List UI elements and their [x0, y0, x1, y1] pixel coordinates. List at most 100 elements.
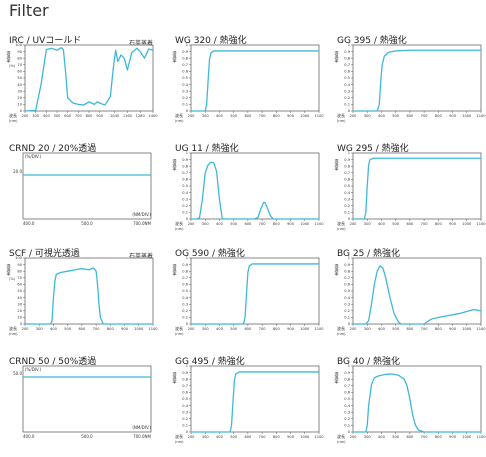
x-tick-label: 700.0NM [133, 434, 151, 439]
x-axis-label: (NM/DIV.) [132, 425, 151, 430]
x-tick-label: 500 [392, 114, 400, 118]
chart-panel-og590: OG 590 / 熱強化 0 0.1 0.2 0.3 0.4 0.5 0.6 0.7 0.8 0.… [173, 246, 325, 348]
x-tick-label: 500.0 [81, 434, 93, 439]
x-tick-label: 1280 [136, 114, 146, 118]
x-tick-label: 400 [216, 114, 224, 118]
y-tick-label: 0.1 [344, 316, 350, 320]
x-tick-label: 1100 [314, 114, 324, 118]
chart-panel-gg495: GG 495 / 熱強化 0 0.1 0.2 0.3 0.4 0.5 0.6 0.7 0.8 0.… [173, 354, 325, 456]
x-axis-label: 波長 [337, 220, 345, 226]
y-tick-label: 0.5 [182, 289, 188, 293]
y-tick-label: 0.4 [182, 191, 188, 195]
y-tick-label: 0.3 [344, 410, 350, 414]
x-axis-label: 波長 [337, 325, 345, 331]
x-tick-label: 400.0 [23, 434, 35, 439]
x-tick-label: 800 [435, 327, 443, 331]
x-tick-label: 900 [449, 327, 457, 331]
x-tick-label: 300 [202, 327, 210, 331]
x-axis-label: 波長 [175, 220, 183, 226]
y-tick-label: 0.9 [182, 158, 188, 162]
chart-title: GG 495 / 熱強化 [175, 357, 245, 367]
y-tick-label: 70 [17, 276, 22, 280]
x-tick-label: 900 [287, 222, 295, 226]
plot-frame [352, 44, 482, 112]
y-axis-label: 透過率 [335, 158, 340, 172]
y-tick-label: 0.7 [182, 276, 188, 280]
y-tick-label: 0.8 [182, 377, 188, 381]
x-tick-label: 1160 [123, 114, 133, 118]
y-tick-label: 0.6 [344, 391, 350, 395]
chart-title: WG 320 / 熱強化 [175, 36, 247, 46]
y-tick-label: 100 [15, 43, 23, 47]
y-axis-label: 透過率 [335, 371, 340, 385]
x-tick-label: 500 [230, 114, 238, 118]
y-tick-label: 0.2 [344, 417, 350, 421]
y-tick-label: 10 [17, 316, 22, 320]
y-tick-label: 0.9 [182, 50, 188, 54]
y-tick-label: 50 [17, 289, 22, 293]
x-tick-label: 600 [406, 327, 414, 331]
chart-panel-irc: IRC / UVコールド 石英蒸着 0 10 20 30 40 50 60 70 80 90 100… [7, 33, 159, 135]
y-tick-label: 0 [348, 217, 351, 221]
x-tick-label: 400 [216, 435, 224, 439]
y-tick-label: 0.2 [182, 204, 188, 208]
y-tick-label: 0.1 [182, 316, 188, 320]
x-tick-label: 400 [216, 327, 224, 331]
x-tick-label: 700.0NM [133, 221, 151, 226]
chart-panel-scf: SCF / 可視光透過 石英蒸着 0 10 20 30 40 50 60 70 80 90 100 2… [7, 246, 159, 348]
x-tick-label: 600 [244, 114, 252, 118]
x-axis-unit: (nm) [9, 119, 18, 123]
y-tick-label: 0.3 [182, 197, 188, 201]
x-tick-label: 700 [75, 114, 83, 118]
chart-title: UG 11 / 熱強化 [175, 144, 239, 154]
y-tick-label: 0.5 [344, 397, 350, 401]
x-tick-label: 300 [202, 435, 210, 439]
x-tick-label: 300 [202, 114, 210, 118]
x-tick-label: 700 [421, 222, 429, 226]
x-tick-label: 1000 [462, 327, 472, 331]
y-tick-label: 0.2 [182, 309, 188, 313]
chart-svg: 0 10 20 30 40 50 60 70 80 90 100 200 300 400 500 600 700… [7, 43, 159, 123]
chart-panel-gg395: GG 395 / 熱強化 0 0.1 0.2 0.3 0.4 0.5 0.6 0.7 0.8 0.… [335, 33, 486, 135]
y-tick-label: 0.4 [344, 83, 350, 87]
y-axis-label: (%/DIV.) [25, 367, 41, 372]
x-tick-label: 500 [54, 114, 62, 118]
x-tick-label: 900 [449, 435, 457, 439]
y-tick-label: 0 [348, 430, 351, 434]
chart-title: CRND 20 / 20%透過 [9, 144, 97, 154]
y-tick-label: 0.5 [344, 184, 350, 188]
transmission-curve [191, 263, 319, 325]
chart-title: CRND 50 / 50%透過 [9, 357, 97, 367]
transmission-curve [24, 46, 154, 112]
x-tick-label: 400 [378, 222, 386, 226]
x-tick-label: 800 [273, 222, 281, 226]
plot-frame [352, 365, 482, 433]
x-axis-unit: (nm) [175, 227, 184, 231]
y-tick-label: 0.7 [182, 171, 188, 175]
y-tick-label: 0 [186, 109, 189, 113]
y-tick-label: 0.7 [344, 276, 350, 280]
x-tick-label: 600 [406, 222, 414, 226]
y-tick-label: 0.1 [182, 424, 188, 428]
y-tick-label: 0.5 [344, 76, 350, 80]
plot-frame [190, 365, 320, 433]
x-axis-unit: (nm) [175, 332, 184, 336]
transmission-curve [25, 267, 153, 325]
x-tick-label: 600 [244, 435, 252, 439]
chart-svg: (%/DIV.) 20.0 (NM/DIV.) 400.0 500.0 700.0NM [13, 152, 152, 226]
chart-title: BG 25 / 熱強化 [337, 249, 401, 259]
y-axis-label: 透過率 [335, 50, 340, 64]
x-axis-unit: (nm) [337, 332, 346, 336]
x-tick-label: 600 [406, 435, 414, 439]
y-tick-label: 0 [186, 217, 189, 221]
chart-svg: 0 0.1 0.2 0.3 0.4 0.5 0.6 0.7 0.8 0.9 1 200 300 400 50… [173, 364, 325, 444]
x-tick-label: 800 [273, 435, 281, 439]
x-tick-label: 300 [364, 114, 372, 118]
y-tick-label: 0.1 [182, 211, 188, 215]
chart-title: IRC / UVコールド [9, 36, 82, 46]
chart-title: OG 590 / 熱強化 [175, 249, 245, 259]
chart-panel-crnd50: CRND 50 / 50%透過 (%/DIV.) 50.0 (NM/DIV.) 400… [9, 354, 159, 456]
plot-frame [190, 257, 320, 325]
y-tick-label: 0.4 [182, 83, 188, 87]
page-title: Filter [9, 1, 49, 20]
